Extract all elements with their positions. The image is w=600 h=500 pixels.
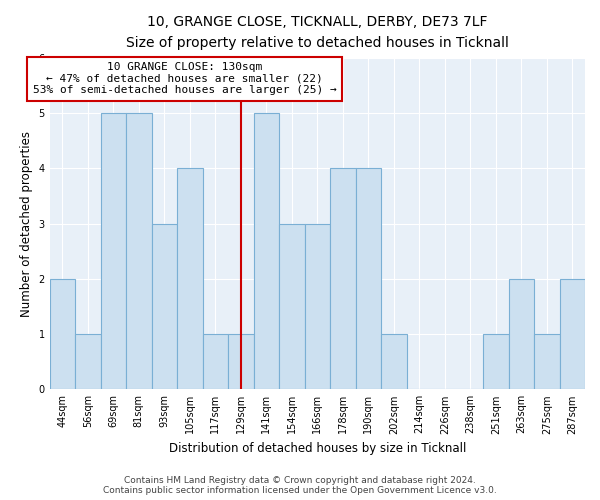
Text: Contains HM Land Registry data © Crown copyright and database right 2024.
Contai: Contains HM Land Registry data © Crown c… (103, 476, 497, 495)
Bar (330, 168, 356, 390)
Bar (534, 334, 560, 390)
Bar (509, 279, 534, 390)
Y-axis label: Number of detached properties: Number of detached properties (20, 130, 33, 316)
Bar (203, 334, 228, 390)
Bar (381, 334, 407, 390)
Bar (356, 168, 381, 390)
Bar (75, 334, 101, 390)
Bar (177, 168, 203, 390)
Bar (152, 224, 177, 390)
Bar (126, 113, 152, 390)
Bar (254, 113, 279, 390)
Bar (50, 279, 75, 390)
Bar (228, 334, 254, 390)
Bar (483, 334, 509, 390)
Text: 10 GRANGE CLOSE: 130sqm
← 47% of detached houses are smaller (22)
53% of semi-de: 10 GRANGE CLOSE: 130sqm ← 47% of detache… (33, 62, 337, 96)
Bar (101, 113, 126, 390)
Title: 10, GRANGE CLOSE, TICKNALL, DERBY, DE73 7LF
Size of property relative to detache: 10, GRANGE CLOSE, TICKNALL, DERBY, DE73 … (126, 15, 509, 50)
Bar (560, 279, 585, 390)
Bar (305, 224, 330, 390)
Bar (279, 224, 305, 390)
X-axis label: Distribution of detached houses by size in Ticknall: Distribution of detached houses by size … (169, 442, 466, 455)
